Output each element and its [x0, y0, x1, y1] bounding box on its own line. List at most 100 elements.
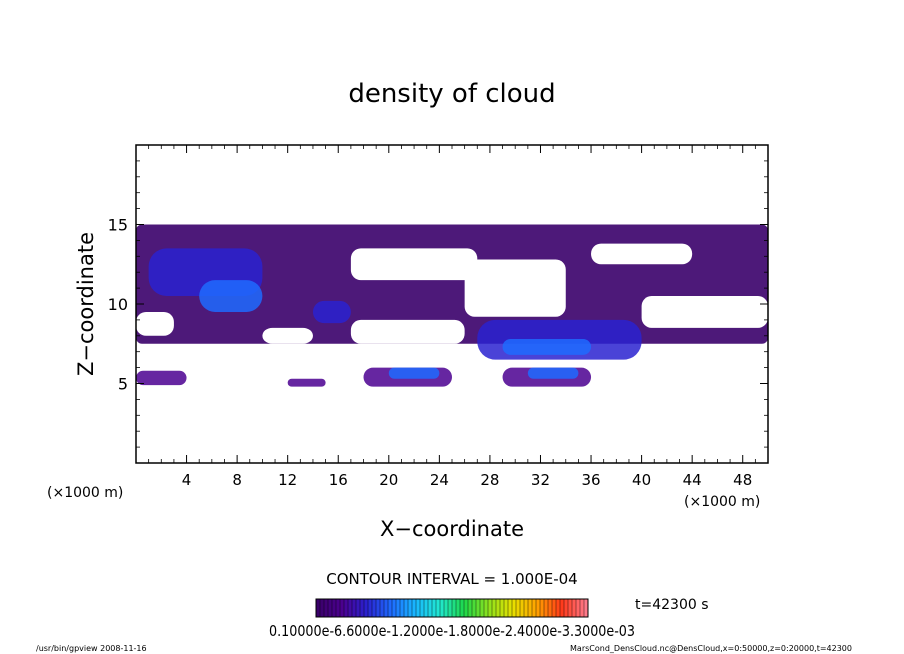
- colorbar-swatch: [512, 599, 517, 617]
- cloud-gap: [350, 248, 478, 281]
- footer-right: MarsCond_DensCloud.nc@DensCloud,x=0:5000…: [570, 644, 852, 653]
- x-tick-label: 8: [232, 471, 242, 489]
- cloud-region: [287, 378, 326, 387]
- x-tick-label: 4: [182, 471, 192, 489]
- colorbar-swatch: [520, 599, 525, 617]
- colorbar-swatch: [552, 599, 557, 617]
- colorbar-swatch: [488, 599, 493, 617]
- colorbar-swatch: [516, 599, 521, 617]
- cloud-region: [388, 367, 440, 379]
- colorbar-swatch: [436, 599, 441, 617]
- x-unit-left: (×1000 m): [47, 485, 123, 501]
- colorbar-swatch: [508, 599, 513, 617]
- x-axis: 4 8 12 16 20 24 28 32 36 40 44 48: [148, 145, 756, 489]
- colorbar-swatch: [540, 599, 545, 617]
- chart-title: density of cloud: [348, 79, 555, 109]
- cloud-gap: [464, 259, 566, 317]
- colorbar-swatch: [564, 599, 569, 617]
- colorbar-swatch: [484, 599, 489, 617]
- colorbar-swatch: [412, 599, 417, 617]
- cloud-region: [136, 370, 187, 386]
- colorbar-swatch: [544, 599, 549, 617]
- colorbar-swatch: [352, 599, 357, 617]
- colorbar-swatch: [332, 599, 337, 617]
- colorbar-swatch: [396, 599, 401, 617]
- colorbar-swatch: [392, 599, 397, 617]
- x-tick-label: 36: [581, 471, 600, 489]
- time-label: t=42300 s: [635, 597, 709, 613]
- colorbar-swatch: [356, 599, 361, 617]
- colorbar-swatch: [580, 599, 585, 617]
- colorbar-swatch: [440, 599, 445, 617]
- colorbar-swatch: [584, 599, 589, 617]
- colorbar-swatch: [460, 599, 465, 617]
- y-axis: 5 10 15: [108, 160, 768, 448]
- colorbar-swatch: [316, 599, 321, 617]
- y-axis-label: Z−coordinate: [74, 232, 98, 376]
- x-tick-label: 40: [632, 471, 651, 489]
- x-tick-label: 48: [733, 471, 752, 489]
- cloud-gap: [641, 296, 768, 328]
- colorbar-swatch: [376, 599, 381, 617]
- footer-left: /usr/bin/gpview 2008-11-16: [36, 644, 147, 653]
- cloud-gap: [350, 319, 465, 344]
- colorbar-swatch: [528, 599, 533, 617]
- colorbar-swatch: [384, 599, 389, 617]
- colorbar-swatch: [556, 599, 561, 617]
- colorbar-swatch: [344, 599, 349, 617]
- colorbar-swatch: [456, 599, 461, 617]
- colorbar-swatch: [432, 599, 437, 617]
- x-tick-label: 32: [531, 471, 550, 489]
- colorbar-swatch: [324, 599, 329, 617]
- colorbar-swatch: [492, 599, 497, 617]
- cloud-region: [312, 300, 351, 324]
- colorbar-swatch: [328, 599, 333, 617]
- colorbar-swatch: [380, 599, 385, 617]
- colorbar-swatch: [536, 599, 541, 617]
- colorbar-swatch: [452, 599, 457, 617]
- x-tick-label: 16: [329, 471, 348, 489]
- colorbar-swatch: [368, 599, 373, 617]
- y-tick-label: 15: [108, 216, 128, 235]
- colorbar-swatch: [480, 599, 485, 617]
- colorbar-swatch: [336, 599, 341, 617]
- x-tick-label: 44: [683, 471, 702, 489]
- colorbar-swatch: [424, 599, 429, 617]
- colorbar-swatch: [496, 599, 501, 617]
- x-tick-label: 28: [480, 471, 499, 489]
- colorbar-swatch: [500, 599, 505, 617]
- colorbar-swatch: [444, 599, 449, 617]
- colorbar-frame: [315, 598, 589, 618]
- colorbar-swatch: [532, 599, 537, 617]
- colorbar: [315, 599, 589, 617]
- colorbar-swatch: [472, 599, 477, 617]
- colorbar-swatch: [468, 599, 473, 617]
- x-tick-label: 20: [379, 471, 398, 489]
- colorbar-swatch: [504, 599, 509, 617]
- colorbar-swatch: [568, 599, 573, 617]
- colorbar-swatch: [428, 599, 433, 617]
- colorbar-swatch: [416, 599, 421, 617]
- colorbar-swatch: [560, 599, 565, 617]
- cloud-field: [136, 224, 768, 387]
- colorbar-swatch: [408, 599, 413, 617]
- colorbar-swatch: [372, 599, 377, 617]
- colorbar-swatch: [548, 599, 553, 617]
- x-tick-label: 24: [430, 471, 449, 489]
- colorbar-swatch: [572, 599, 577, 617]
- cloud-region: [199, 280, 263, 312]
- colorbar-swatch: [348, 599, 353, 617]
- colorbar-swatch: [524, 599, 529, 617]
- x-unit-right: (×1000 m): [684, 494, 760, 510]
- colorbar-swatch: [404, 599, 409, 617]
- colorbar-swatch: [576, 599, 581, 617]
- colorbar-swatch: [388, 599, 393, 617]
- colorbar-swatch: [420, 599, 425, 617]
- colorbar-swatch: [364, 599, 369, 617]
- x-tick-label: 12: [278, 471, 297, 489]
- colorbar-swatch: [320, 599, 325, 617]
- colorbar-swatch: [360, 599, 365, 617]
- cloud-gap: [136, 311, 174, 336]
